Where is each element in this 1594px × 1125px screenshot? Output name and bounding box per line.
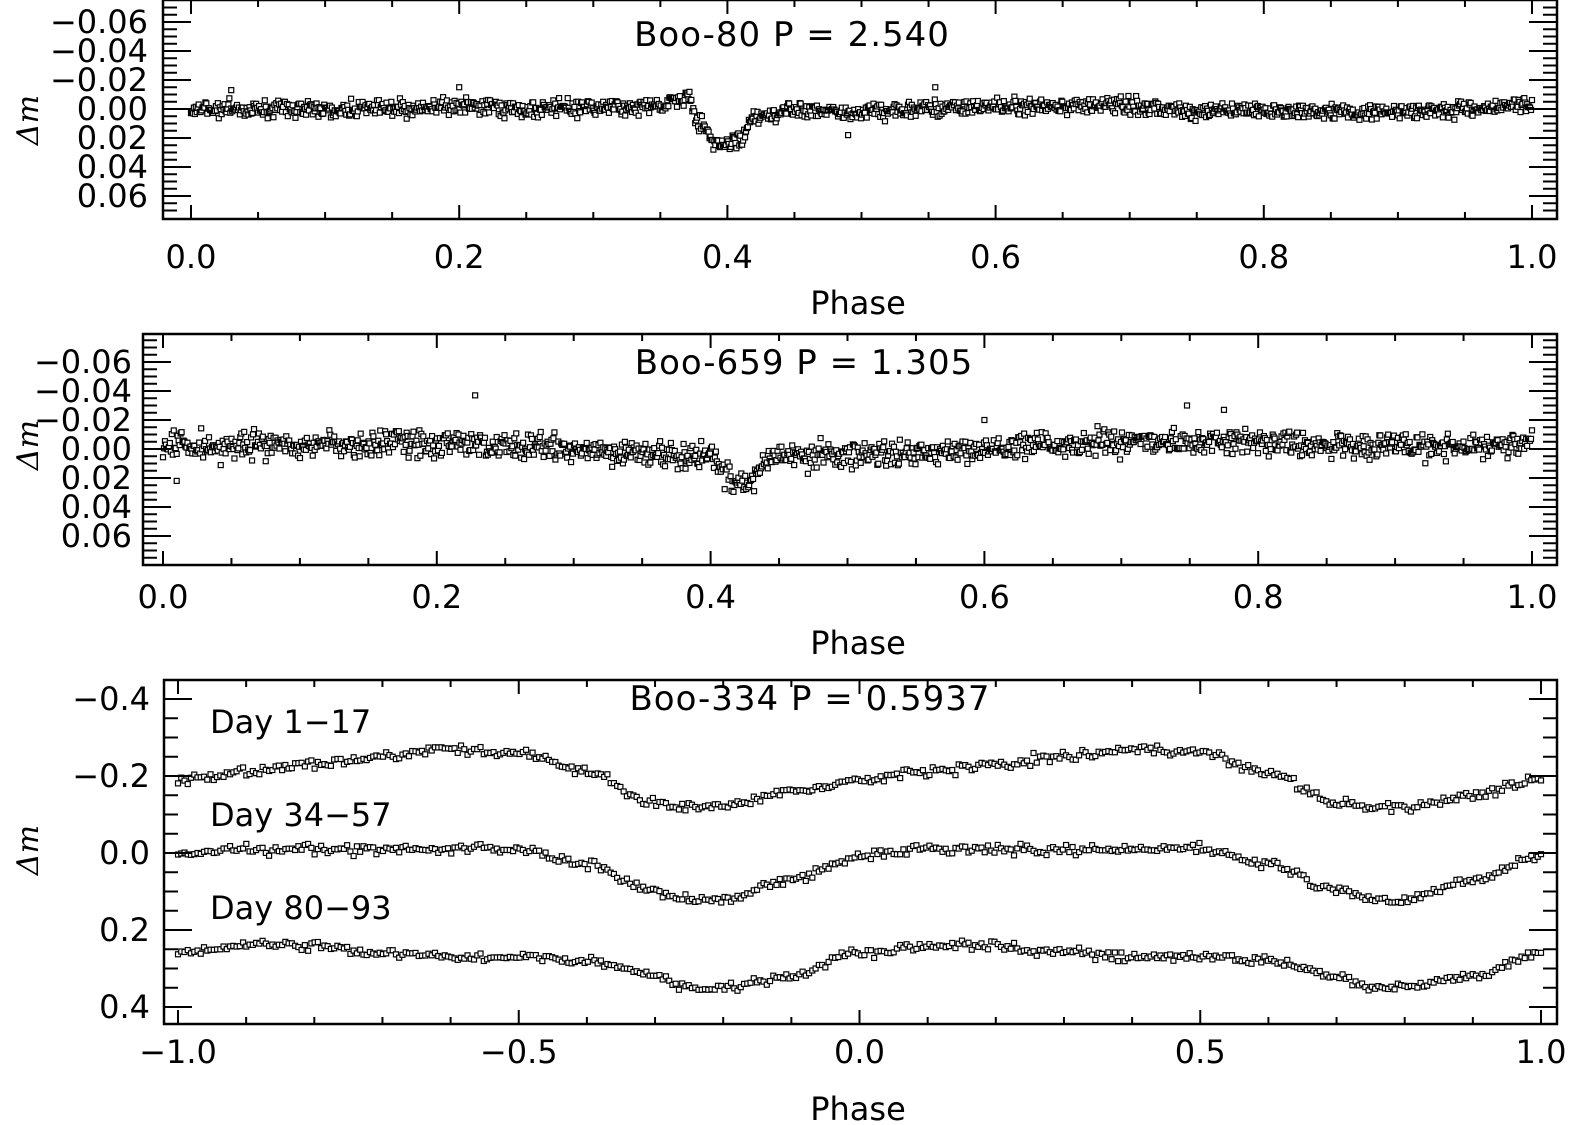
panel-boo-80: −0.06−0.04−0.020.000.020.040.06 0.0 0.2 0.4…: [11, 0, 1559, 322]
x-tick-label: 0.4: [685, 578, 736, 616]
y-tick-label: 0.4: [99, 988, 150, 1026]
y-tick-label: 0.00: [77, 90, 148, 128]
y-tick-label: −0.06: [34, 343, 132, 381]
series-label-day-1-17: Day 1−17: [210, 703, 371, 741]
x-tick-label: 1.0: [1507, 578, 1558, 616]
x-tick-label: 0.2: [434, 238, 485, 276]
x-tick-label: 0.0: [166, 238, 217, 276]
y-tick-label: −0.04: [50, 32, 148, 70]
axes: −0.06−0.04−0.020.000.020.040.06 0.0 0.2 0.4…: [50, 0, 1559, 276]
y-tick-label: 0.0: [99, 834, 150, 872]
series-label-day-80-93: Day 80−93: [210, 889, 392, 927]
x-tick-label: 0.5: [1175, 1033, 1226, 1071]
panel-title: Boo-659 P = 1.305: [635, 343, 973, 383]
y-tick-label: −0.02: [34, 401, 132, 439]
x-axis-label: Phase: [810, 284, 906, 322]
x-tick-label: 0.4: [702, 238, 753, 276]
data-points: [159, 392, 1536, 495]
y-tick-label: 0.06: [77, 177, 148, 215]
y-tick-label: 0.06: [61, 517, 132, 555]
x-axis-label: Phase: [810, 1090, 906, 1125]
data-points: [174, 742, 1545, 994]
x-tick-label: −1.0: [139, 1033, 217, 1071]
x-tick-label: 0.8: [1238, 238, 1289, 276]
panel-boo-334: −0.4 −0.2 0.0 0.2 0.4 −1.0 −0.5 0.0 0.5 1.0 Boo-3…: [11, 678, 1567, 1125]
y-tick-label: 0.02: [77, 119, 148, 157]
y-tick-label: −0.4: [72, 680, 150, 718]
y-tick-label: 0.02: [61, 459, 132, 497]
data-points: [187, 84, 1536, 153]
y-tick-label: −0.04: [34, 372, 132, 410]
axes: −0.4 −0.2 0.0 0.2 0.4 −1.0 −0.5 0.0 0.5 1.0: [72, 678, 1567, 1071]
y-tick-label: −0.06: [50, 3, 148, 41]
x-tick-label: 0.6: [970, 238, 1021, 276]
y-tick-label: −0.2: [72, 757, 150, 795]
x-tick-label: −0.5: [480, 1033, 558, 1071]
x-tick-label: 0.0: [834, 1033, 885, 1071]
y-axis-label: Δm: [11, 420, 46, 471]
x-tick-label: 1.0: [1516, 1033, 1567, 1071]
panel-title: Boo-334 P = 0.5937: [629, 679, 990, 719]
y-tick-label: −0.02: [50, 61, 148, 99]
panel-boo-659: −0.06−0.04−0.020.000.020.040.060.0 0.2 0.4…: [11, 332, 1559, 662]
panel-title: Boo-80 P = 2.540: [634, 15, 950, 55]
x-axis-label: Phase: [810, 624, 906, 662]
y-tick-label: 0.04: [61, 488, 132, 526]
y-tick-label: 0.00: [61, 430, 132, 468]
x-tick-label: 0.6: [959, 578, 1010, 616]
y-tick-label: 0.04: [77, 148, 148, 186]
y-axis-label: Δm: [11, 95, 46, 146]
x-tick-label: 0.8: [1233, 578, 1284, 616]
x-tick-label: 0.0: [138, 578, 189, 616]
y-axis-label: Δm: [11, 825, 46, 876]
series-label-day-34-57: Day 34−57: [210, 796, 392, 834]
x-tick-label: 1.0: [1507, 238, 1558, 276]
axes: −0.06−0.04−0.020.000.020.040.060.0 0.2 0.4…: [34, 332, 1559, 616]
x-tick-label: 0.2: [411, 578, 462, 616]
y-tick-label: 0.2: [99, 911, 150, 949]
